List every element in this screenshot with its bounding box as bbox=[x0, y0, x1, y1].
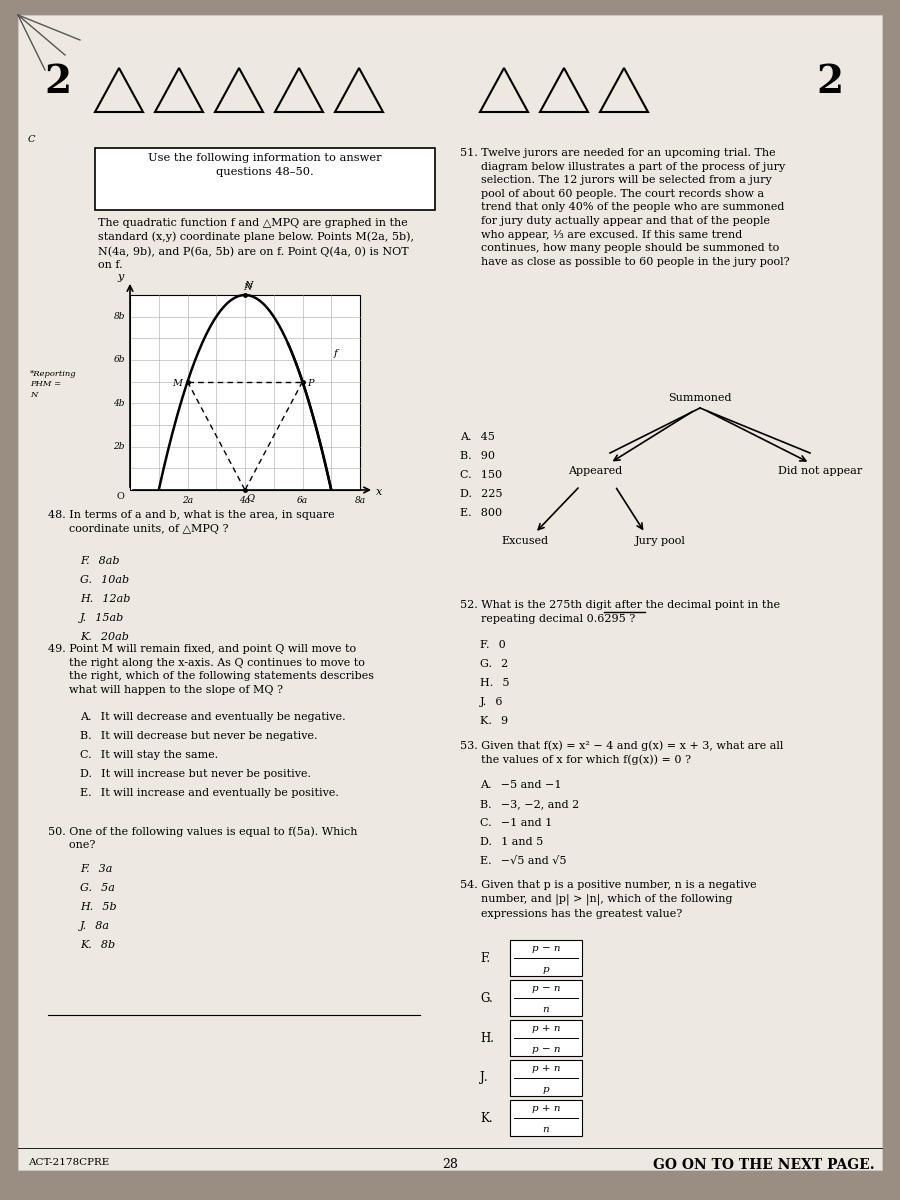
Text: 48. In terms of a and b, what is the area, in square
      coordinate units, of : 48. In terms of a and b, what is the are… bbox=[48, 510, 335, 534]
Text: E.  800: E. 800 bbox=[460, 508, 502, 518]
Text: *Reporting
PHM =
N: *Reporting PHM = N bbox=[30, 370, 76, 398]
Text: G.  10ab: G. 10ab bbox=[80, 575, 129, 584]
Text: K.  20ab: K. 20ab bbox=[80, 632, 129, 642]
Text: F.  3a: F. 3a bbox=[80, 864, 112, 874]
Text: H.: H. bbox=[480, 1032, 494, 1044]
Text: 2: 2 bbox=[44, 62, 72, 101]
Text: p: p bbox=[543, 1085, 549, 1094]
Text: ACT-2178CPRE: ACT-2178CPRE bbox=[28, 1158, 109, 1166]
Text: G.  5a: G. 5a bbox=[80, 883, 115, 893]
Text: p + n: p + n bbox=[532, 1064, 560, 1073]
Text: p: p bbox=[543, 965, 549, 974]
Text: J.  15ab: J. 15ab bbox=[80, 613, 124, 623]
Text: 2a: 2a bbox=[182, 496, 194, 505]
Text: 28: 28 bbox=[442, 1158, 458, 1171]
Text: C.  150: C. 150 bbox=[460, 470, 502, 480]
Bar bbox=[510, 980, 582, 1016]
Bar bbox=[510, 1020, 582, 1056]
Bar bbox=[510, 940, 582, 976]
Text: 53. Given that f(x) = x² − 4 and g(x) = x + 3, what are all
      the values of : 53. Given that f(x) = x² − 4 and g(x) = … bbox=[460, 740, 783, 764]
Text: F.: F. bbox=[480, 952, 491, 965]
Text: 52. What is the 275th digit after the decimal point in the
      repeating decim: 52. What is the 275th digit after the de… bbox=[460, 600, 780, 624]
Text: Use the following information to answer
questions 48–50.: Use the following information to answer … bbox=[148, 152, 382, 176]
Text: G.  2: G. 2 bbox=[480, 659, 508, 670]
Text: p + n: p + n bbox=[532, 1104, 560, 1114]
Text: p − n: p − n bbox=[532, 984, 560, 994]
Text: E.  It will increase and eventually be positive.: E. It will increase and eventually be po… bbox=[80, 788, 339, 798]
Text: y: y bbox=[118, 272, 124, 282]
Text: O: O bbox=[116, 492, 124, 502]
Text: H.  5: H. 5 bbox=[480, 678, 509, 688]
Text: C: C bbox=[28, 134, 35, 144]
Text: p + n: p + n bbox=[532, 1024, 560, 1033]
Text: 49. Point M will remain fixed, and point Q will move to
      the right along th: 49. Point M will remain fixed, and point… bbox=[48, 644, 374, 695]
Text: H.  12ab: H. 12ab bbox=[80, 594, 130, 604]
Text: 6b: 6b bbox=[113, 355, 125, 365]
Text: D.  225: D. 225 bbox=[460, 490, 502, 499]
Text: F.  0: F. 0 bbox=[480, 640, 506, 650]
Text: A.  45: A. 45 bbox=[460, 432, 495, 442]
Text: B.  It will decrease but never be negative.: B. It will decrease but never be negativ… bbox=[80, 731, 318, 740]
Text: p − n: p − n bbox=[532, 1045, 560, 1054]
Text: 6a: 6a bbox=[297, 496, 308, 505]
Text: Excused: Excused bbox=[501, 536, 549, 546]
Text: Summoned: Summoned bbox=[668, 392, 732, 403]
Text: N: N bbox=[244, 281, 252, 289]
Text: B.  90: B. 90 bbox=[460, 451, 495, 461]
Text: D.  It will increase but never be positive.: D. It will increase but never be positiv… bbox=[80, 769, 311, 779]
Text: n: n bbox=[543, 1126, 549, 1134]
Text: 50. One of the following values is equal to f(5a). Which
      one?: 50. One of the following values is equal… bbox=[48, 826, 357, 850]
Text: 8a: 8a bbox=[355, 496, 365, 505]
Text: x: x bbox=[376, 487, 382, 497]
Text: GO ON TO THE NEXT PAGE.: GO ON TO THE NEXT PAGE. bbox=[653, 1158, 875, 1172]
Text: M: M bbox=[173, 379, 183, 388]
Text: Did not appear: Did not appear bbox=[778, 466, 862, 476]
Text: 8b: 8b bbox=[113, 312, 125, 322]
Text: J.  6: J. 6 bbox=[480, 697, 503, 707]
Text: 4b: 4b bbox=[113, 398, 125, 408]
Bar bbox=[510, 1060, 582, 1096]
Text: A.  −5 and −1: A. −5 and −1 bbox=[480, 780, 562, 790]
Text: 54. Given that p is a positive number, n is a negative
      number, and |p| > |: 54. Given that p is a positive number, n… bbox=[460, 880, 757, 919]
Text: Jury pool: Jury pool bbox=[634, 536, 686, 546]
Text: Appeared: Appeared bbox=[568, 466, 622, 476]
Text: 2b: 2b bbox=[113, 442, 125, 451]
Text: C.  It will stay the same.: C. It will stay the same. bbox=[80, 750, 218, 760]
Text: Q: Q bbox=[246, 493, 254, 503]
Text: The quadratic function f and △MPQ are graphed in the
standard (x,y) coordinate p: The quadratic function f and △MPQ are gr… bbox=[98, 218, 414, 270]
Text: G.: G. bbox=[480, 991, 493, 1004]
Text: 2: 2 bbox=[816, 62, 843, 101]
Text: H.  5b: H. 5b bbox=[80, 902, 117, 912]
Text: f: f bbox=[334, 349, 338, 358]
Text: 4a: 4a bbox=[239, 496, 250, 505]
Text: p − n: p − n bbox=[532, 944, 560, 953]
Text: K.: K. bbox=[480, 1111, 492, 1124]
Text: F.  8ab: F. 8ab bbox=[80, 556, 120, 566]
Text: A.  It will decrease and eventually be negative.: A. It will decrease and eventually be ne… bbox=[80, 712, 346, 722]
Text: P: P bbox=[307, 379, 314, 388]
Text: 51. Twelve jurors are needed for an upcoming trial. The
      diagram below illu: 51. Twelve jurors are needed for an upco… bbox=[460, 148, 789, 266]
Text: K.  8b: K. 8b bbox=[80, 940, 115, 950]
Text: J.: J. bbox=[480, 1072, 488, 1085]
Text: n: n bbox=[543, 1006, 549, 1014]
Text: D.  1 and 5: D. 1 and 5 bbox=[480, 838, 544, 847]
Bar bbox=[95, 148, 435, 210]
Bar bbox=[130, 295, 360, 490]
Text: C.  −1 and 1: C. −1 and 1 bbox=[480, 818, 553, 828]
Text: N: N bbox=[243, 283, 251, 292]
Text: B.  −3, −2, and 2: B. −3, −2, and 2 bbox=[480, 799, 580, 809]
Bar bbox=[510, 1100, 582, 1136]
Text: E.  −√5 and √5: E. −√5 and √5 bbox=[480, 856, 566, 866]
Text: K.  9: K. 9 bbox=[480, 716, 508, 726]
Text: J.  8a: J. 8a bbox=[80, 922, 110, 931]
